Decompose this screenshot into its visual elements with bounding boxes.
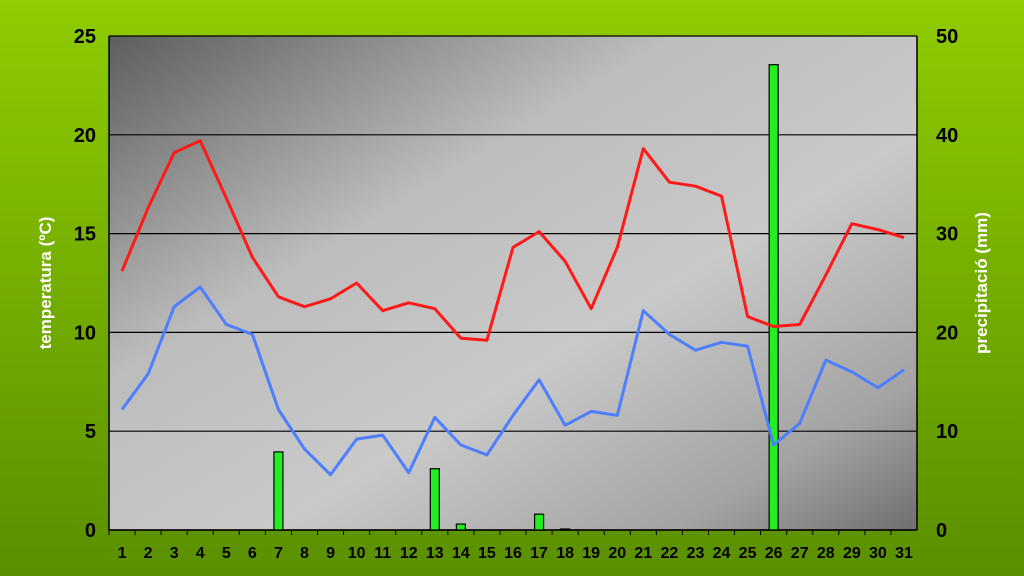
x-tick-label: 21 bbox=[634, 545, 652, 562]
x-tick-label: 14 bbox=[452, 545, 470, 562]
precipitation-bar bbox=[455, 523, 466, 531]
right-axis-title: precipitació (mm) bbox=[972, 212, 991, 354]
x-tick-label: 3 bbox=[170, 545, 179, 562]
right-tick-label: 40 bbox=[936, 125, 958, 147]
x-tick-label: 30 bbox=[869, 545, 887, 562]
x-tick-label: 9 bbox=[326, 545, 335, 562]
x-tick-label: 5 bbox=[222, 545, 231, 562]
x-tick-label: 23 bbox=[687, 545, 705, 562]
precipitation-bar bbox=[560, 528, 571, 531]
x-tick-label: 18 bbox=[556, 545, 574, 562]
x-tick-label: 13 bbox=[426, 545, 444, 562]
x-tick-label: 2 bbox=[144, 545, 153, 562]
right-tick-label: 0 bbox=[936, 520, 947, 542]
x-tick-label: 11 bbox=[374, 545, 391, 562]
max-temperature-line bbox=[120, 139, 905, 342]
x-tick-label: 10 bbox=[348, 545, 366, 562]
right-tick-label: 30 bbox=[936, 224, 958, 246]
left-tick-label: 25 bbox=[74, 26, 96, 48]
temperature-lines bbox=[120, 139, 905, 477]
left-tick-label: 5 bbox=[85, 421, 96, 443]
x-tick-label: 24 bbox=[713, 545, 731, 562]
x-axis-ticks: 1 2 3 4 5 6 7 8 9 10 11 12 13 14 15 16 17 18 19 20 21 22 23 24 2… bbox=[108, 530, 913, 562]
x-tick-label: 28 bbox=[817, 545, 835, 562]
x-tick-label: 15 bbox=[478, 545, 496, 562]
x-tick-label: 12 bbox=[400, 545, 418, 562]
precipitation-bar bbox=[273, 451, 284, 531]
left-tick-label: 20 bbox=[74, 125, 96, 147]
x-tick-label: 17 bbox=[530, 545, 548, 562]
x-tick-label: 7 bbox=[274, 545, 283, 562]
min-temperature-line bbox=[120, 285, 905, 477]
left-axis-ticks: 0 5 10 15 20 25 bbox=[74, 26, 96, 542]
plot-area bbox=[109, 36, 917, 530]
x-tick-label: 22 bbox=[660, 545, 678, 562]
left-tick-label: 15 bbox=[74, 224, 96, 246]
right-tick-label: 20 bbox=[936, 322, 958, 344]
x-tick-label: 6 bbox=[248, 545, 257, 562]
left-tick-label: 0 bbox=[85, 520, 96, 542]
x-tick-label: 31 bbox=[895, 545, 913, 562]
left-axis-title: temperatura (ºC) bbox=[36, 217, 55, 350]
right-tick-label: 10 bbox=[936, 421, 958, 443]
x-tick-label: 20 bbox=[608, 545, 626, 562]
x-tick-label: 27 bbox=[791, 545, 809, 562]
x-tick-label: 25 bbox=[739, 545, 757, 562]
left-tick-label: 10 bbox=[74, 322, 96, 344]
right-tick-label: 50 bbox=[936, 26, 958, 48]
precipitation-bars bbox=[273, 64, 779, 531]
precipitation-bar bbox=[768, 64, 779, 531]
x-tick-label: 26 bbox=[765, 545, 783, 562]
right-axis-ticks: 0 10 20 30 40 50 bbox=[936, 26, 958, 542]
x-tick-label: 19 bbox=[582, 545, 600, 562]
x-tick-label: 4 bbox=[196, 545, 205, 562]
x-tick-label: 1 bbox=[118, 545, 127, 562]
x-tick-label: 29 bbox=[843, 545, 861, 562]
precipitation-bar bbox=[429, 468, 440, 531]
precipitation-bar bbox=[533, 513, 545, 531]
x-tick-label: 8 bbox=[300, 545, 309, 562]
x-tick-label: 16 bbox=[504, 545, 522, 562]
